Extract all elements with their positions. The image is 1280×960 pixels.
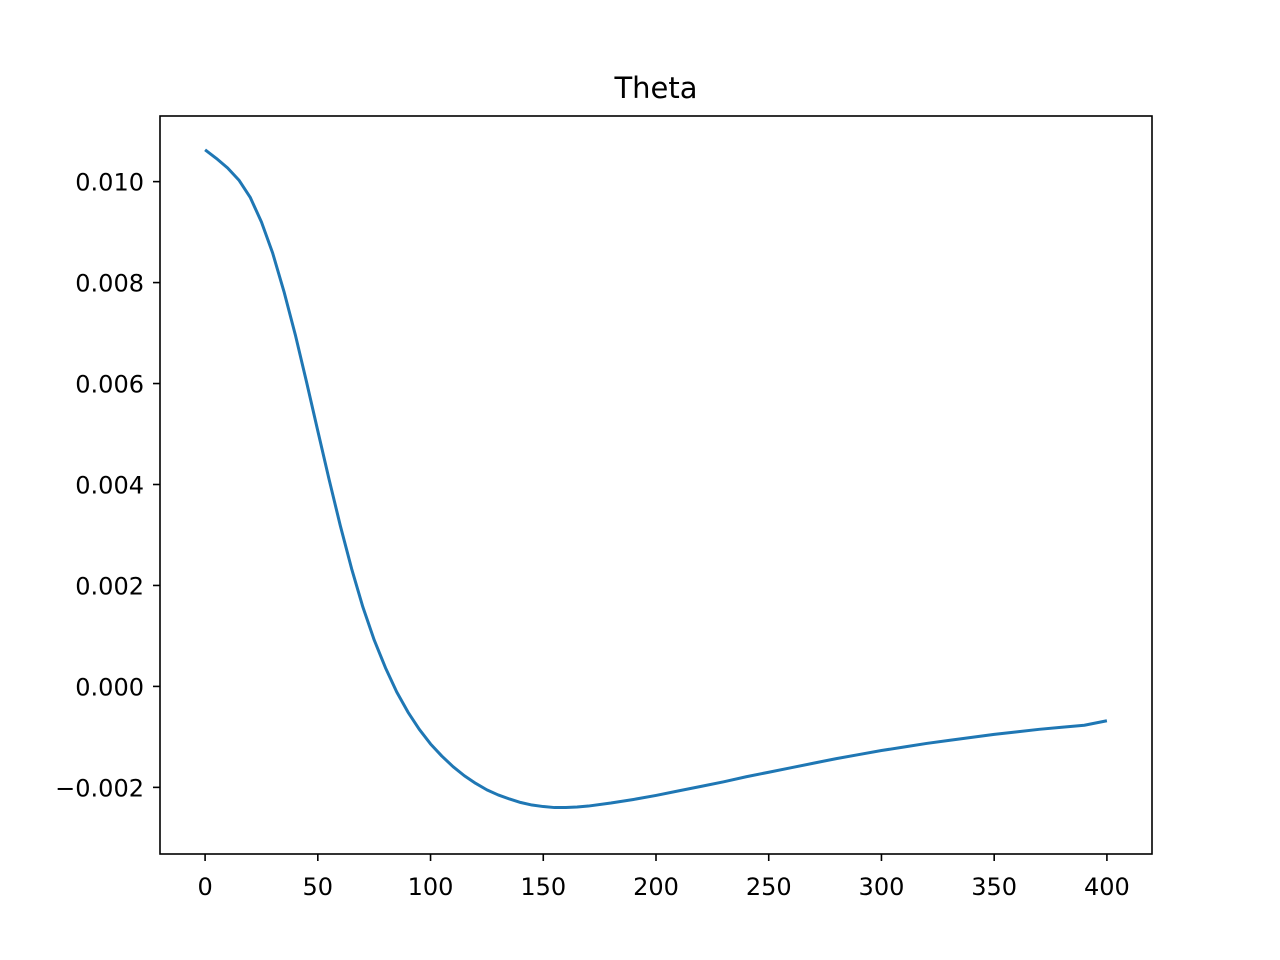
x-tick-label: 350 bbox=[971, 873, 1017, 901]
x-tick-label: 400 bbox=[1084, 873, 1130, 901]
x-tick-label: 200 bbox=[633, 873, 679, 901]
x-tick-label: 0 bbox=[197, 873, 212, 901]
x-tick-label: 250 bbox=[746, 873, 792, 901]
y-tick-label: 0.000 bbox=[75, 673, 144, 701]
x-tick-label: 150 bbox=[520, 873, 566, 901]
y-tick-label: 0.002 bbox=[75, 572, 144, 600]
x-tick-label: 300 bbox=[859, 873, 905, 901]
y-tick-label: 0.004 bbox=[75, 471, 144, 499]
chart-title: Theta bbox=[613, 71, 697, 105]
y-tick-label: 0.006 bbox=[75, 371, 144, 399]
y-tick-label: 0.008 bbox=[75, 270, 144, 298]
x-tick-label: 50 bbox=[303, 873, 334, 901]
plot-area: 0 50 100 150 200 250 300 350 400 −0.002 0.000 0.002… bbox=[55, 148, 1130, 901]
y-tick-label: −0.002 bbox=[55, 774, 144, 802]
y-tick-label: 0.010 bbox=[75, 169, 144, 197]
plot-frame bbox=[159, 115, 1153, 855]
series-line-0 bbox=[204, 148, 1108, 810]
x-tick-label: 100 bbox=[408, 873, 454, 901]
